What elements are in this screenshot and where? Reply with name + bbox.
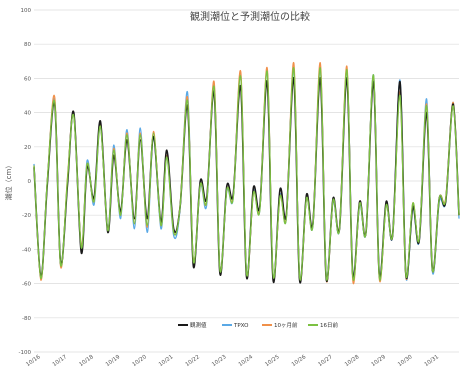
x-tick-label: 10/31	[424, 354, 440, 368]
y-axis-label: 潮位（cm）	[4, 162, 13, 201]
series-line-3	[33, 67, 460, 281]
legend-label: 16日前	[320, 321, 338, 329]
x-tick-label: 10/24	[238, 354, 255, 368]
legend: 観測値 TPXO 10ヶ月前 16日前	[178, 321, 338, 329]
y-tick-label: -60	[22, 282, 31, 288]
legend-label: 観測値	[190, 321, 207, 329]
series-lines	[33, 62, 460, 285]
y-tick-label: -100	[19, 350, 32, 356]
x-tick-label: 10/18	[78, 354, 95, 368]
y-tick-label: 60	[24, 76, 31, 82]
x-tick-label: 10/28	[344, 354, 361, 368]
x-tick-label: 10/26	[291, 354, 308, 368]
y-tick-label: -40	[22, 247, 31, 253]
y-tick-label: 100	[21, 8, 32, 14]
x-tick-label: 10/30	[397, 354, 414, 368]
x-tick-label: 10/23	[211, 354, 228, 368]
y-tick-labels: -100 -80 -60 -40 -20 0 20 40 60 80 100	[19, 8, 32, 356]
x-tick-label: 10/22	[185, 354, 201, 368]
x-tick-labels: 10/16 10/17 10/18 10/19 10/20 10/21 10/22 10/23…	[25, 354, 440, 368]
x-tick-label: 10/16	[25, 354, 42, 368]
chart-title: 観測潮位と予測潮位の比較	[190, 10, 310, 23]
y-tick-label: -80	[22, 316, 31, 322]
legend-label: 10ヶ月前	[274, 321, 298, 329]
y-tick-label: 0	[28, 179, 32, 185]
y-tick-label: 80	[24, 42, 31, 48]
y-tick-label: -20	[22, 213, 31, 219]
x-tick-label: 10/29	[371, 354, 388, 368]
x-tick-label: 10/20	[131, 354, 148, 368]
x-tick-label: 10/25	[264, 354, 281, 368]
x-tick-label: 10/21	[158, 354, 174, 368]
x-tick-label: 10/27	[317, 354, 334, 368]
y-tick-label: 40	[24, 111, 31, 117]
x-tick-label: 10/19	[105, 354, 122, 368]
y-tick-label: 20	[24, 145, 31, 151]
x-tick-label: 10/17	[52, 354, 69, 368]
legend-label: TPXO	[233, 323, 249, 329]
